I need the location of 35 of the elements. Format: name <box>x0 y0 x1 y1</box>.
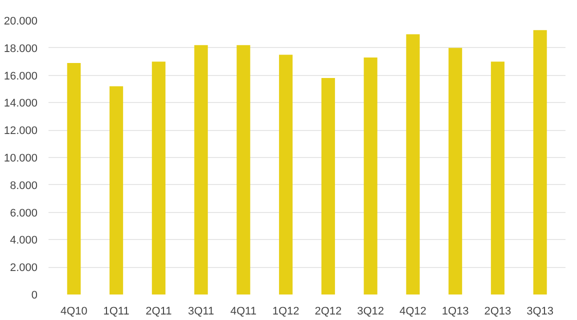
y-tick-label: 14.000 <box>4 98 38 110</box>
x-tick-label: 4Q10 <box>60 306 88 318</box>
x-tick-label: 1Q11 <box>103 306 130 318</box>
x-tick-label: 3Q13 <box>526 306 554 318</box>
x-tick-label: 3Q12 <box>357 306 384 318</box>
y-tick-label: 10.000 <box>4 152 38 164</box>
bar <box>448 48 462 294</box>
bar <box>279 54 293 294</box>
bar <box>152 62 166 294</box>
bar <box>533 30 547 294</box>
bar <box>364 57 378 294</box>
x-tick-label: 3Q11 <box>188 306 214 318</box>
x-tick-label: 2Q12 <box>314 306 342 318</box>
x-tick-label: 1Q13 <box>442 306 469 318</box>
x-tick-label: 1Q12 <box>272 306 300 318</box>
bar <box>236 45 250 294</box>
y-tick-label: 20.000 <box>4 16 38 28</box>
y-tick-label: 18.000 <box>4 42 38 55</box>
bar <box>490 62 504 294</box>
y-tick-label: 6.000 <box>10 207 38 220</box>
x-tick-label: 4Q11 <box>230 306 256 318</box>
y-tick-label: 0 <box>31 290 38 302</box>
x-tick-label: 4Q12 <box>399 306 426 318</box>
bar <box>321 78 335 294</box>
y-tick-label: 4.000 <box>10 234 38 247</box>
y-tick-label: 2.000 <box>10 262 38 274</box>
y-tick-label: 8.000 <box>10 180 38 192</box>
bar <box>406 34 420 294</box>
bar <box>67 62 81 294</box>
y-tick-label: 16.000 <box>4 70 38 82</box>
bar <box>194 45 208 294</box>
y-tick-label: 12.000 <box>4 125 38 138</box>
x-tick-label: 2Q13 <box>484 306 512 318</box>
x-tick-label: 2Q11 <box>146 306 172 318</box>
bar <box>110 86 124 294</box>
